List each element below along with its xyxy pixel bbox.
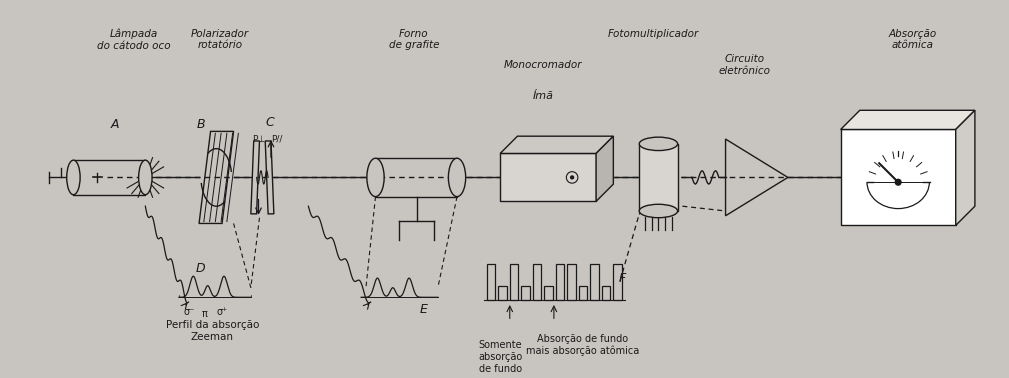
- Text: Lâmpada
do cátodo oco: Lâmpada do cátodo oco: [97, 29, 171, 51]
- Text: π: π: [202, 308, 208, 319]
- Text: E: E: [420, 303, 428, 316]
- Circle shape: [895, 179, 901, 185]
- Text: σ⁺: σ⁺: [216, 307, 228, 317]
- Bar: [840, 130, 956, 225]
- Bar: [556, 264, 564, 300]
- Ellipse shape: [448, 158, 466, 197]
- Bar: [640, 144, 678, 211]
- Bar: [567, 264, 576, 300]
- Bar: [74, 160, 145, 195]
- Text: Somente
absorção
de fundo: Somente absorção de fundo: [478, 341, 523, 373]
- Text: C: C: [265, 116, 274, 129]
- Ellipse shape: [367, 158, 384, 197]
- Text: Monocromador: Monocromador: [504, 60, 582, 70]
- Text: Absorção de fundo
mais absorção atômica: Absorção de fundo mais absorção atômica: [526, 334, 640, 356]
- Text: Ímã: Ímã: [533, 91, 554, 101]
- Ellipse shape: [138, 160, 152, 195]
- Text: Fotomultiplicador: Fotomultiplicador: [608, 29, 699, 39]
- Text: F: F: [619, 272, 626, 285]
- Polygon shape: [500, 136, 613, 153]
- Text: Circuito
eletrônico: Circuito eletrônico: [718, 54, 771, 76]
- Polygon shape: [251, 141, 259, 214]
- Bar: [613, 264, 622, 300]
- Text: P⊥: P⊥: [252, 135, 265, 144]
- Text: Polarizador
rotatório: Polarizador rotatório: [191, 29, 249, 50]
- Ellipse shape: [640, 137, 678, 150]
- Bar: [500, 153, 596, 201]
- Ellipse shape: [640, 204, 678, 218]
- Bar: [590, 264, 599, 300]
- Text: Forno
de grafite: Forno de grafite: [388, 29, 439, 50]
- Bar: [486, 264, 495, 300]
- Bar: [601, 286, 610, 300]
- Circle shape: [571, 176, 573, 179]
- Ellipse shape: [67, 160, 80, 195]
- Polygon shape: [265, 141, 273, 214]
- Text: A: A: [110, 118, 119, 131]
- Bar: [510, 264, 519, 300]
- Bar: [522, 286, 530, 300]
- Text: P//: P//: [271, 135, 283, 144]
- Polygon shape: [596, 136, 613, 201]
- Text: D: D: [195, 262, 205, 275]
- Text: B: B: [197, 118, 205, 131]
- Bar: [579, 286, 587, 300]
- Polygon shape: [956, 110, 975, 225]
- Polygon shape: [840, 110, 975, 130]
- Bar: [498, 286, 507, 300]
- Text: σ⁻: σ⁻: [184, 307, 195, 317]
- Bar: [544, 286, 553, 300]
- Text: Perfil da absorção
Zeeman: Perfil da absorção Zeeman: [165, 320, 259, 342]
- Text: Absorção
atômica: Absorção atômica: [889, 29, 936, 50]
- Bar: [375, 158, 457, 197]
- Bar: [533, 264, 542, 300]
